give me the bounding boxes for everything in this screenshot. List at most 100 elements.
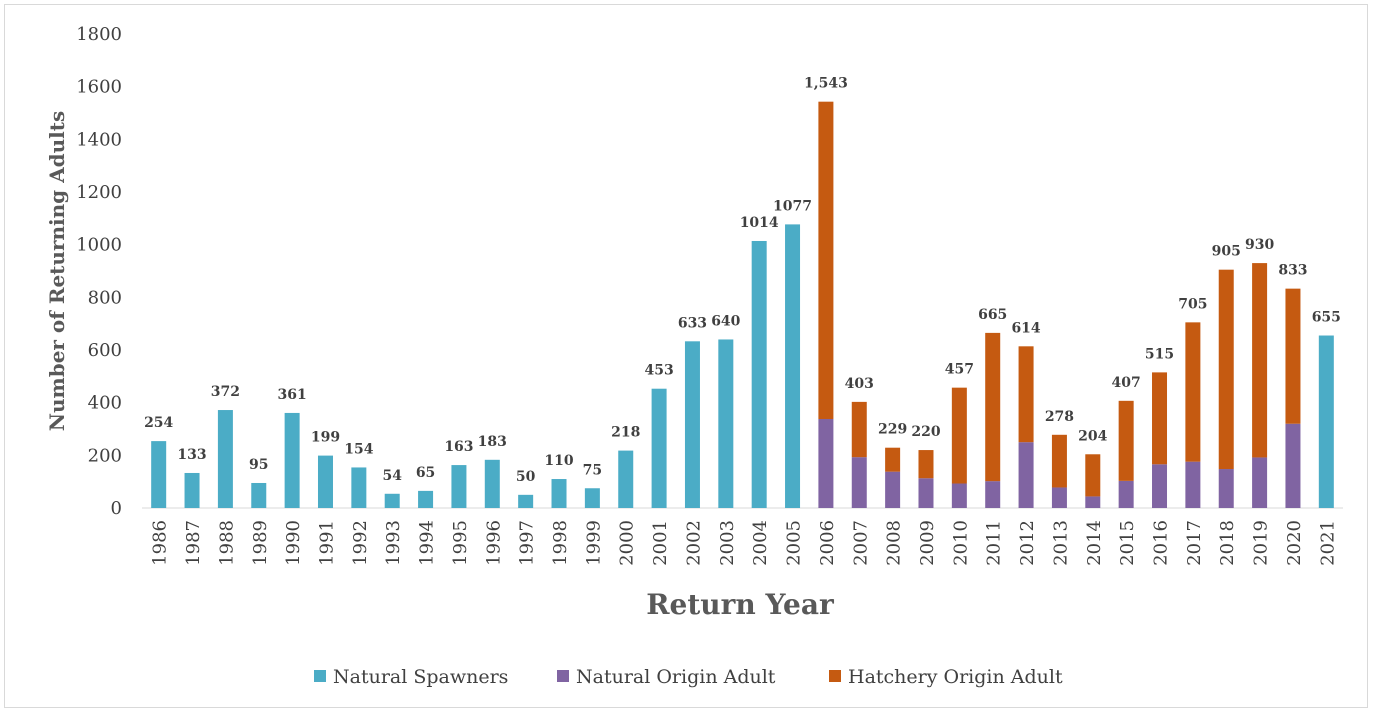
data-label: 372 xyxy=(211,384,240,400)
x-tick-label: 2004 xyxy=(750,520,771,566)
x-tick-label: 2014 xyxy=(1084,520,1105,566)
data-label: 1014 xyxy=(740,215,779,231)
x-tick-label: 2003 xyxy=(717,520,738,566)
x-tick-label: 2012 xyxy=(1017,520,1038,566)
bar-natural-spawners xyxy=(384,493,400,508)
x-axis-ticks: 1986 1987 1988 1989 1990 1991 1992 1993 1994 1995… xyxy=(150,520,1339,566)
legend-label: Natural Origin Adult xyxy=(576,666,776,688)
x-tick-label: 2002 xyxy=(683,520,704,566)
bar-natural-origin-adult xyxy=(851,457,867,508)
x-tick-label: 2000 xyxy=(617,520,638,566)
bar-natural-origin-adult xyxy=(1252,457,1268,508)
bar-natural-spawners xyxy=(1318,335,1334,508)
data-label: 930 xyxy=(1245,237,1274,253)
bar-natural-origin-adult xyxy=(1152,464,1168,508)
x-axis-title: Return Year xyxy=(646,588,835,621)
x-tick-label: 2007 xyxy=(850,520,871,566)
bar-hatchery-origin-adult xyxy=(851,401,867,458)
data-label: 163 xyxy=(444,439,473,455)
bar-natural-spawners xyxy=(351,467,367,508)
bar-natural-origin-adult xyxy=(1051,487,1067,508)
x-tick-label: 1998 xyxy=(550,520,571,566)
bar-natural-spawners xyxy=(451,465,467,508)
bar-natural-spawners xyxy=(184,472,200,508)
legend-swatch xyxy=(314,670,326,682)
bar-natural-spawners xyxy=(251,482,267,508)
data-label: 220 xyxy=(911,424,940,440)
y-tick-label: 1600 xyxy=(76,77,122,98)
bar-natural-spawners xyxy=(484,459,500,508)
data-label: 65 xyxy=(416,465,435,481)
y-tick-label: 800 xyxy=(88,287,122,308)
data-label: 95 xyxy=(249,457,268,473)
y-tick-label: 1200 xyxy=(76,182,122,203)
bar-natural-spawners xyxy=(618,450,634,508)
data-label: 204 xyxy=(1078,428,1107,444)
data-label: 1077 xyxy=(773,198,812,214)
x-tick-label: 1994 xyxy=(417,520,438,566)
data-label: 640 xyxy=(711,313,740,329)
x-tick-label: 2005 xyxy=(784,520,805,566)
bar-natural-spawners xyxy=(751,240,767,509)
x-tick-label: 2001 xyxy=(650,520,671,566)
bar-natural-spawners xyxy=(785,224,801,508)
data-label: 254 xyxy=(144,415,173,431)
bar-natural-origin-adult xyxy=(1018,442,1034,508)
bar-natural-origin-adult xyxy=(918,478,934,508)
bar-natural-origin-adult xyxy=(1085,496,1101,508)
bar-natural-spawners xyxy=(718,339,734,508)
x-tick-label: 2019 xyxy=(1251,520,1272,566)
data-label: 133 xyxy=(177,447,206,463)
bar-natural-spawners xyxy=(551,479,567,508)
bar-natural-spawners xyxy=(584,488,600,508)
x-tick-label: 2015 xyxy=(1117,520,1138,566)
data-label: 54 xyxy=(382,468,402,484)
y-tick-label: 0 xyxy=(111,498,122,519)
data-label: 833 xyxy=(1278,263,1307,279)
x-tick-label: 2016 xyxy=(1151,520,1172,566)
x-tick-label: 2021 xyxy=(1317,520,1338,566)
x-tick-label: 2020 xyxy=(1284,520,1305,566)
bar-natural-spawners xyxy=(151,441,167,508)
bar-hatchery-origin-adult xyxy=(1252,263,1268,458)
bar-natural-origin-adult xyxy=(1118,480,1134,508)
y-tick-label: 1000 xyxy=(76,235,122,256)
x-tick-label: 1986 xyxy=(150,520,171,566)
data-label: 218 xyxy=(611,425,640,441)
x-tick-label: 2006 xyxy=(817,520,838,566)
y-tick-label: 200 xyxy=(88,445,122,466)
bar-hatchery-origin-adult xyxy=(1218,269,1234,470)
bar-hatchery-origin-adult xyxy=(885,447,901,472)
bar-natural-spawners xyxy=(651,388,667,508)
data-label: 110 xyxy=(544,453,573,469)
bar-hatchery-origin-adult xyxy=(951,387,967,484)
bar-hatchery-origin-adult xyxy=(985,332,1001,482)
bar-natural-origin-adult xyxy=(1285,423,1301,508)
bar-hatchery-origin-adult xyxy=(1118,400,1134,481)
x-tick-label: 1993 xyxy=(383,520,404,566)
x-tick-label: 1989 xyxy=(250,520,271,566)
data-label: 655 xyxy=(1312,310,1341,326)
y-axis-ticks: 0 200 400 600 800 1000 1200 1400 1600 1800 xyxy=(76,24,122,519)
y-tick-label: 400 xyxy=(88,393,122,414)
data-label: 665 xyxy=(978,307,1007,323)
bar-natural-spawners xyxy=(284,412,300,508)
data-label: 50 xyxy=(516,469,536,485)
data-label: 453 xyxy=(644,363,673,379)
legend-swatch xyxy=(829,670,841,682)
legend-label: Hatchery Origin Adult xyxy=(848,666,1063,688)
data-label: 705 xyxy=(1178,296,1207,312)
x-tick-label: 1997 xyxy=(517,520,538,566)
bars xyxy=(151,101,1334,509)
bar-natural-origin-adult xyxy=(1185,461,1201,508)
data-label: 407 xyxy=(1112,375,1141,391)
x-tick-label: 1992 xyxy=(350,520,371,566)
y-axis-title: Number of Returning Adults xyxy=(45,111,69,432)
bar-natural-origin-adult xyxy=(985,481,1001,508)
x-tick-label: 1988 xyxy=(216,520,237,566)
bar-natural-origin-adult xyxy=(951,483,967,508)
x-tick-label: 2018 xyxy=(1217,520,1238,566)
data-label: 75 xyxy=(583,462,602,478)
